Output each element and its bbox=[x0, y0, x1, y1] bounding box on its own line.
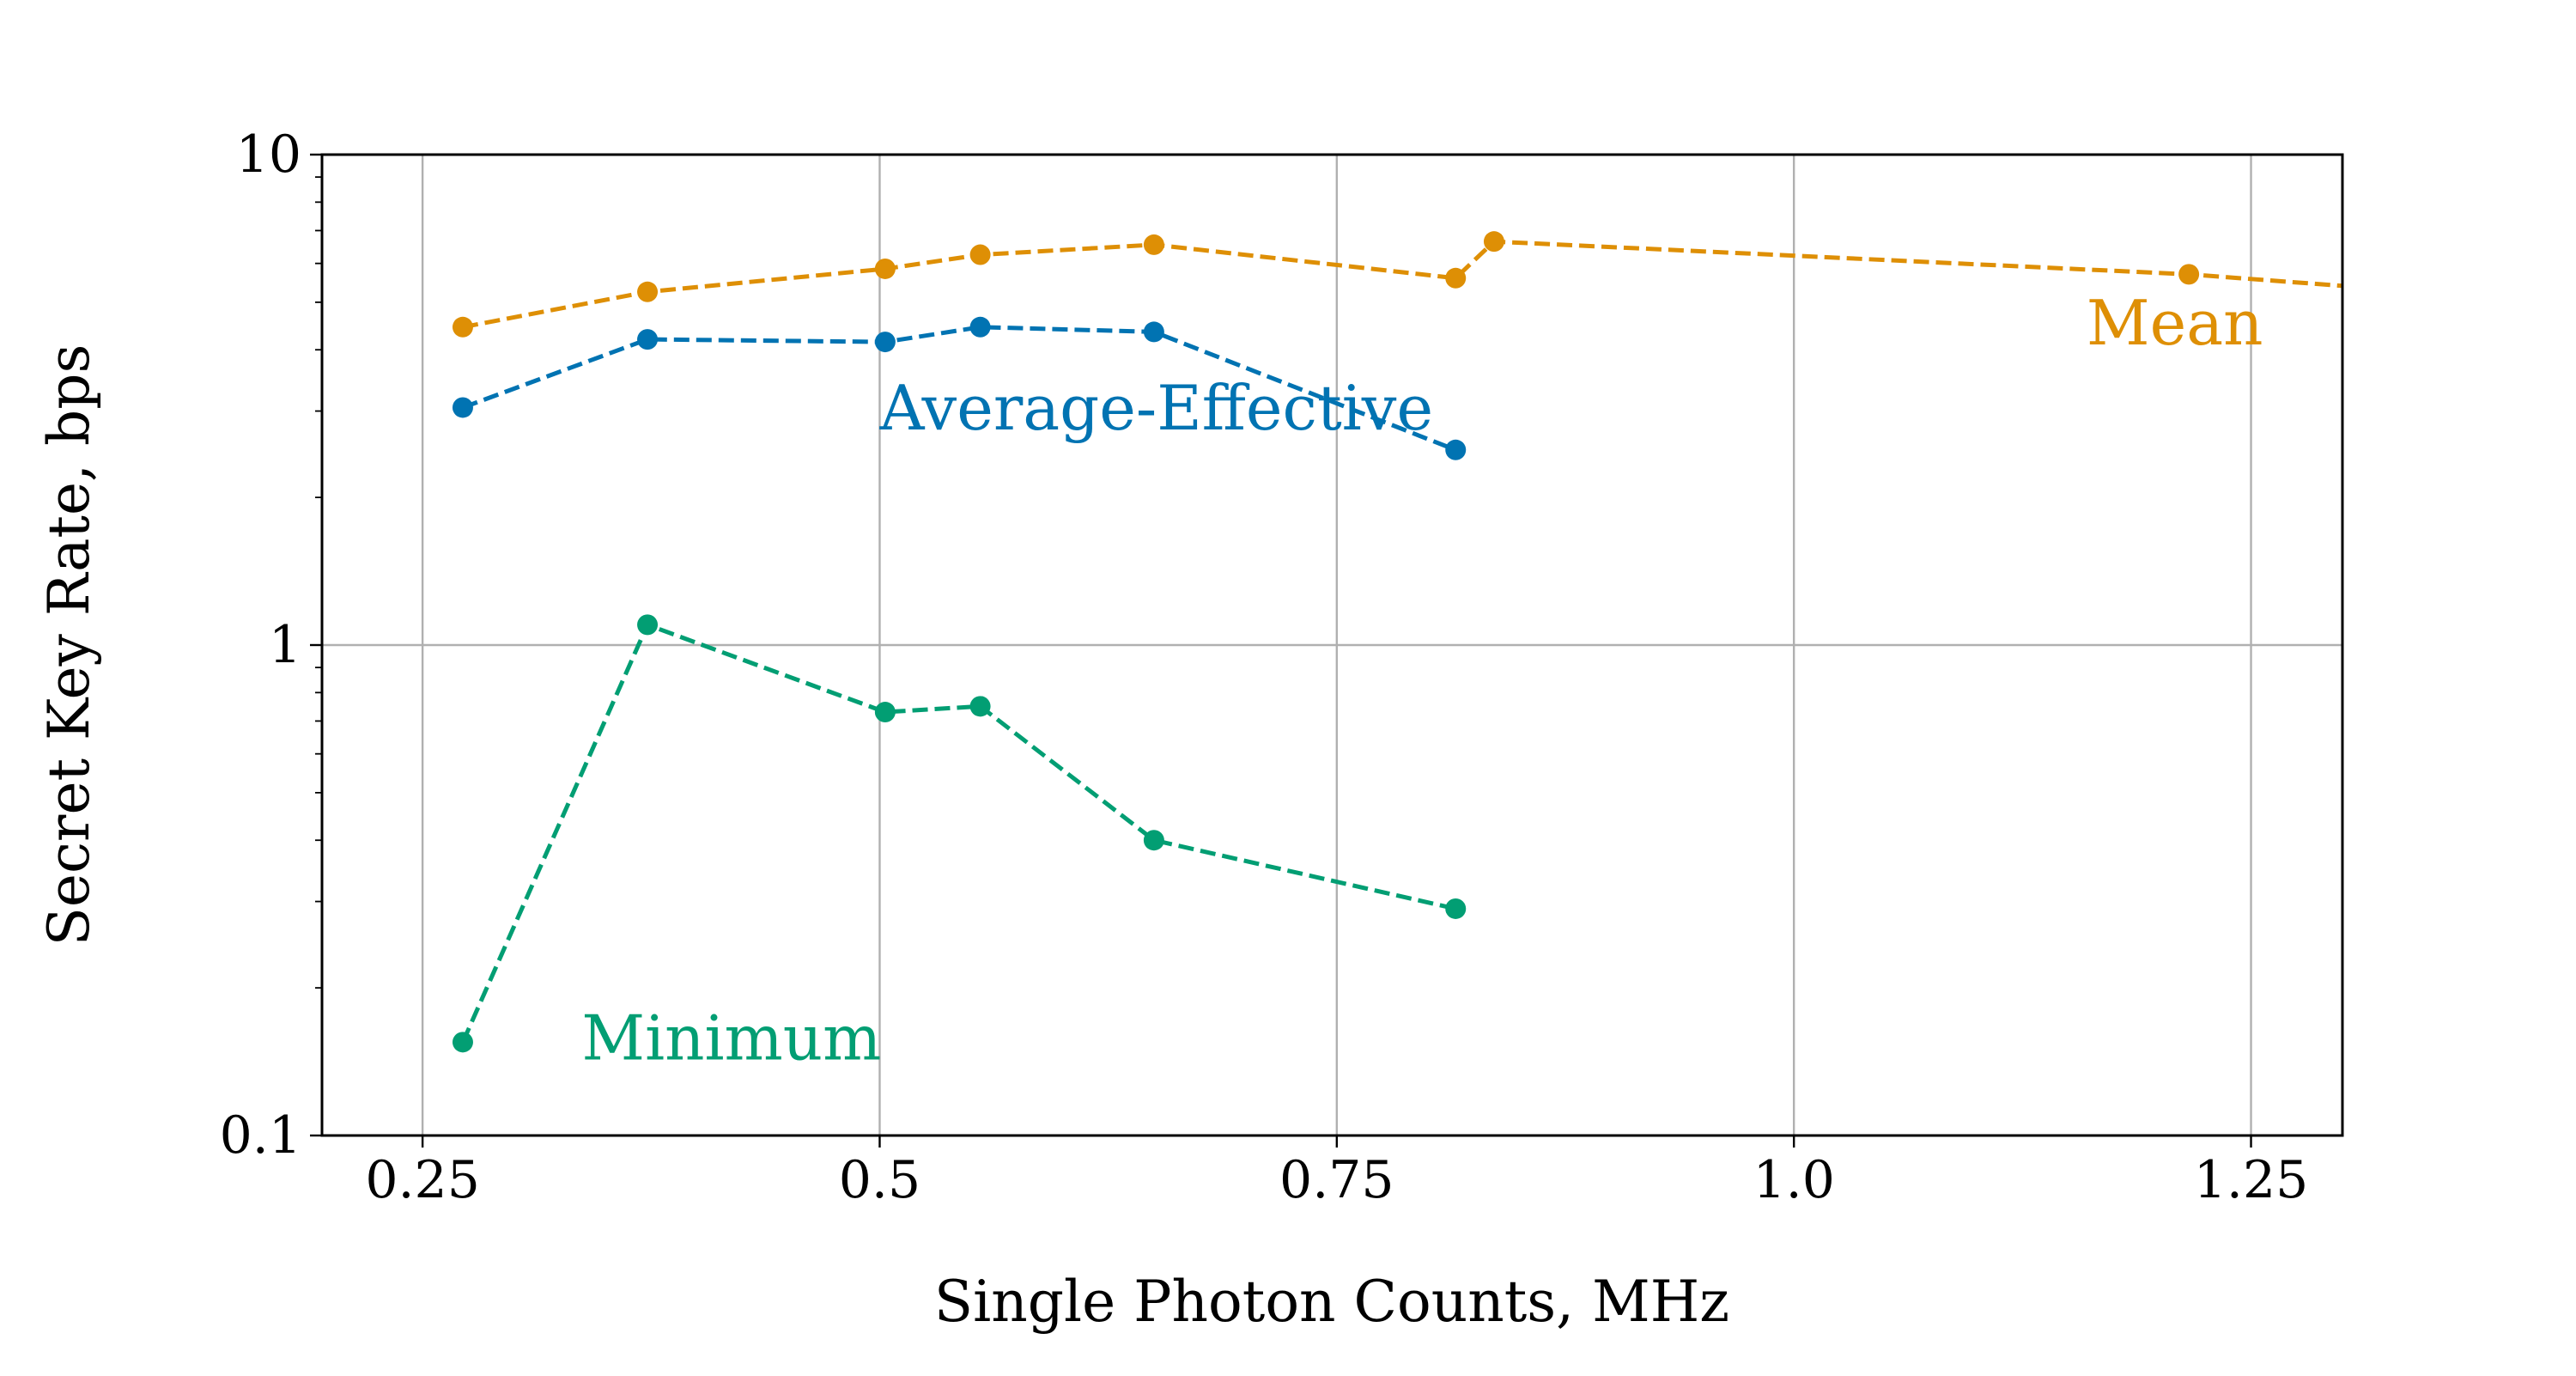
data-point bbox=[1483, 231, 1504, 253]
x-tick-label: 1.0 bbox=[1753, 1150, 1834, 1210]
y-tick-label: 0.1 bbox=[220, 1105, 301, 1166]
series-group: Mean Average-Effective Minimum bbox=[452, 231, 2343, 1074]
data-point bbox=[637, 281, 659, 302]
data-point bbox=[2178, 264, 2200, 285]
grid bbox=[322, 155, 2342, 1136]
data-point bbox=[1143, 234, 1164, 255]
data-point bbox=[969, 316, 991, 338]
series-line bbox=[462, 325, 1457, 453]
data-point bbox=[874, 332, 896, 353]
x-tick-label: 0.25 bbox=[365, 1150, 480, 1210]
series-line bbox=[460, 622, 1456, 1044]
x-tick-label: 0.5 bbox=[839, 1150, 920, 1210]
series-average-effective: Average-Effective bbox=[452, 316, 1467, 460]
x-tick-label: 1.25 bbox=[2194, 1150, 2309, 1210]
series-mean: Mean bbox=[452, 231, 2343, 359]
series-label: Average-Effective bbox=[878, 372, 1433, 444]
data-point bbox=[637, 329, 659, 350]
series-label: Minimum bbox=[581, 1002, 881, 1074]
data-point bbox=[969, 244, 991, 265]
data-point bbox=[1445, 898, 1467, 919]
data-point bbox=[452, 397, 473, 418]
series-label: Mean bbox=[2087, 287, 2263, 359]
x-tick-label: 0.75 bbox=[1279, 1150, 1394, 1210]
data-point bbox=[874, 258, 896, 279]
y-tick-label: 10 bbox=[236, 125, 301, 185]
series-minimum: Minimum bbox=[452, 614, 1467, 1074]
axis-ticks: 0.25 0.5 0.75 1.0 1.25 0.1 1 10 bbox=[220, 125, 2309, 1210]
data-point bbox=[1445, 439, 1467, 460]
data-point bbox=[452, 316, 473, 338]
data-point bbox=[874, 702, 896, 723]
data-point bbox=[1445, 267, 1467, 289]
y-axis-label: Secret Key Rate, bps bbox=[36, 344, 102, 947]
data-point bbox=[637, 614, 659, 636]
y-tick-label: 1 bbox=[269, 615, 301, 675]
x-axis-label: Single Photon Counts, MHz bbox=[934, 1269, 1729, 1335]
data-point bbox=[452, 1032, 473, 1053]
data-point bbox=[1143, 830, 1164, 851]
data-point bbox=[1143, 321, 1164, 343]
data-point bbox=[969, 696, 991, 717]
